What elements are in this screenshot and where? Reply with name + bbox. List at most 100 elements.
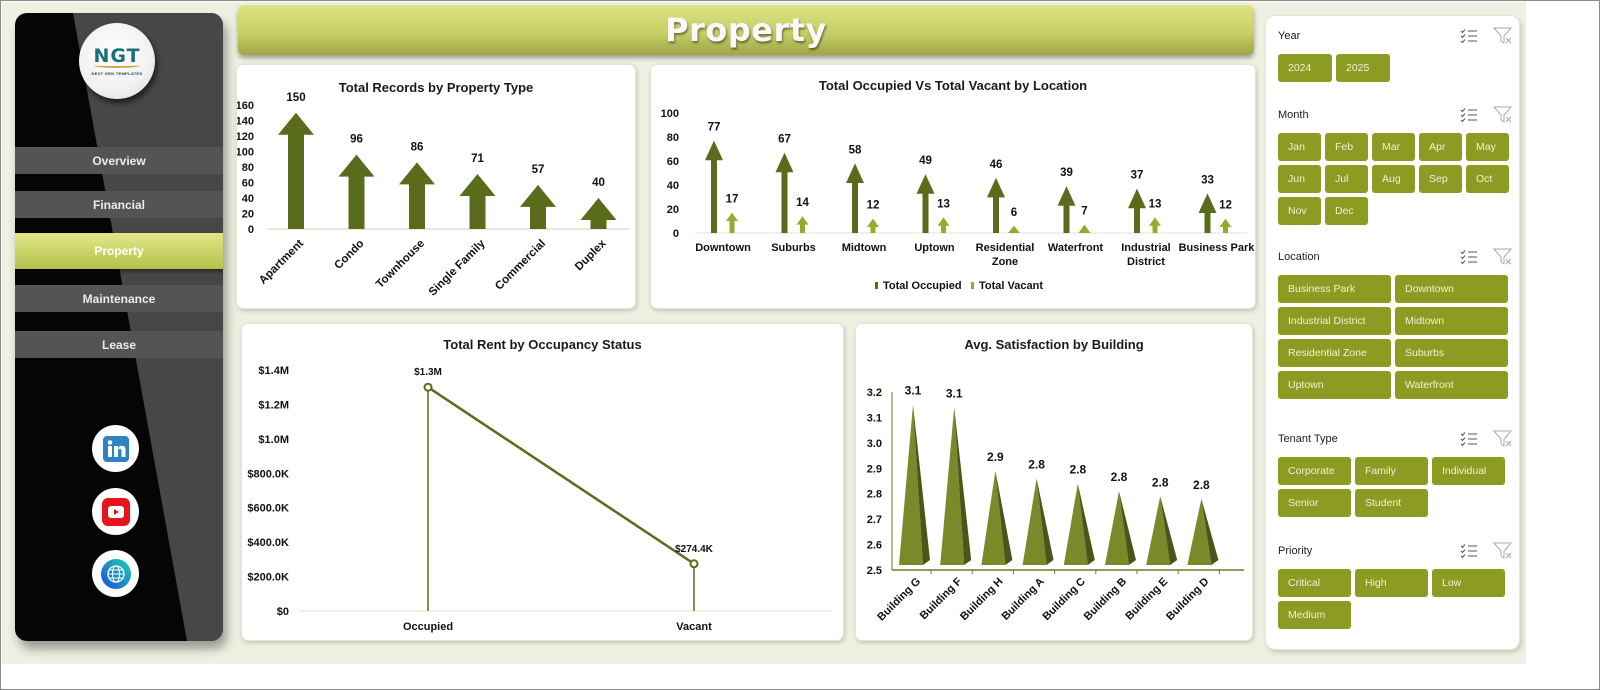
svg-text:100: 100 <box>237 147 254 159</box>
multi-select-icon[interactable] <box>1458 542 1480 560</box>
chip-list: 2024 2025 <box>1278 54 1514 82</box>
filter-clear-icon[interactable] <box>1492 542 1514 560</box>
svg-text:80: 80 <box>242 162 254 174</box>
svg-text:77: 77 <box>708 122 721 134</box>
svg-text:Zone: Zone <box>992 256 1018 268</box>
filter-chip-business-park[interactable]: Business Park <box>1278 275 1391 303</box>
filter-chip-feb[interactable]: Feb <box>1325 133 1368 161</box>
filter-label: Month <box>1278 109 1309 121</box>
filter-label: Priority <box>1278 545 1313 557</box>
filter-chip-waterfront[interactable]: Waterfront <box>1395 371 1508 399</box>
svg-text:Midtown: Midtown <box>842 242 887 254</box>
filter-chip-aug[interactable]: Aug <box>1372 165 1415 193</box>
svg-text:$800.0K: $800.0K <box>247 468 289 480</box>
page-header: Property <box>238 5 1254 55</box>
filter-group-priority: Priority Critical High Low Medium <box>1278 541 1514 629</box>
svg-text:7: 7 <box>1081 206 1087 218</box>
filter-chip-dec[interactable]: Dec <box>1325 197 1368 225</box>
filter-label: Location <box>1278 251 1320 263</box>
filter-chip-low[interactable]: Low <box>1432 569 1505 597</box>
filter-chip-may[interactable]: May <box>1466 133 1509 161</box>
filter-chip-jan[interactable]: Jan <box>1278 133 1321 161</box>
nav-property[interactable]: Property <box>15 233 223 269</box>
svg-text:160: 160 <box>237 100 254 112</box>
filter-chip-nov[interactable]: Nov <box>1278 197 1321 225</box>
multi-select-icon[interactable] <box>1458 248 1480 266</box>
filter-chip-uptown[interactable]: Uptown <box>1278 371 1391 399</box>
filter-chip-jun[interactable]: Jun <box>1278 165 1321 193</box>
svg-text:Duplex: Duplex <box>573 237 609 273</box>
filter-chip-2024[interactable]: 2024 <box>1278 54 1332 82</box>
svg-text:Building E: Building E <box>1123 576 1170 623</box>
svg-text:2.8: 2.8 <box>1028 457 1045 471</box>
youtube-button[interactable] <box>92 488 139 535</box>
svg-text:120: 120 <box>237 131 254 143</box>
filter-chip-2025[interactable]: 2025 <box>1336 54 1390 82</box>
filter-chip-family[interactable]: Family <box>1355 457 1428 485</box>
filter-chip-senior[interactable]: Senior <box>1278 489 1351 517</box>
svg-text:2.9: 2.9 <box>867 463 882 475</box>
svg-text:71: 71 <box>471 153 484 165</box>
svg-text:13: 13 <box>1149 198 1162 210</box>
svg-text:2.8: 2.8 <box>1193 478 1210 492</box>
filter-chip-critical[interactable]: Critical <box>1278 569 1351 597</box>
svg-text:$274.4K: $274.4K <box>675 544 714 555</box>
multi-select-icon[interactable] <box>1458 27 1480 45</box>
filter-clear-icon[interactable] <box>1492 430 1514 448</box>
filter-chip-medium[interactable]: Medium <box>1278 601 1351 629</box>
nav-overview[interactable]: Overview <box>15 147 223 174</box>
svg-text:Residential: Residential <box>976 242 1035 254</box>
svg-text:3.1: 3.1 <box>905 384 922 398</box>
filter-chip-midtown[interactable]: Midtown <box>1395 307 1508 335</box>
multi-select-icon[interactable] <box>1458 430 1480 448</box>
svg-text:39: 39 <box>1060 167 1073 179</box>
filter-chip-sep[interactable]: Sep <box>1419 165 1462 193</box>
nav-financial[interactable]: Financial <box>15 191 223 218</box>
svg-text:57: 57 <box>532 164 545 176</box>
filter-chip-oct[interactable]: Oct <box>1466 165 1509 193</box>
svg-text:Building A: Building A <box>1000 576 1047 623</box>
chip-list: Jan Feb Mar Apr May Jun Jul Aug Sep Oct Nov Dec <box>1278 133 1514 225</box>
filter-chip-downtown[interactable]: Downtown <box>1395 275 1508 303</box>
svg-text:58: 58 <box>849 144 862 156</box>
multi-select-icon[interactable] <box>1458 106 1480 124</box>
svg-text:150: 150 <box>286 92 305 104</box>
svg-text:Building B: Building B <box>1082 576 1129 623</box>
chart-title: Total Rent by Occupancy Status <box>443 337 642 352</box>
svg-text:40: 40 <box>592 177 605 189</box>
svg-text:96: 96 <box>350 134 363 146</box>
svg-text:6: 6 <box>1011 207 1017 219</box>
filter-chip-high[interactable]: High <box>1355 569 1428 597</box>
filter-clear-icon[interactable] <box>1492 27 1514 45</box>
filter-chip-student[interactable]: Student <box>1355 489 1428 517</box>
filter-group-year: Year 2024 2025 <box>1278 26 1514 82</box>
nav-maintenance[interactable]: Maintenance <box>15 285 223 312</box>
svg-text:$400.0K: $400.0K <box>247 537 289 549</box>
filter-clear-icon[interactable] <box>1492 106 1514 124</box>
chip-list: Corporate Family Individual Senior Student <box>1278 457 1514 517</box>
logo-subtitle: NEXT GEN TEMPLATES <box>91 71 143 76</box>
svg-text:Building H: Building H <box>958 576 1005 623</box>
filter-chip-jul[interactable]: Jul <box>1325 165 1368 193</box>
chart-rent-by-status: Total Rent by Occupancy Status $0 $200.0K… <box>241 323 844 641</box>
website-button[interactable] <box>92 550 139 597</box>
filter-chip-apr[interactable]: Apr <box>1419 133 1462 161</box>
linkedin-button[interactable] <box>92 425 139 472</box>
svg-text:Waterfront: Waterfront <box>1048 242 1104 254</box>
nav-lease[interactable]: Lease <box>15 331 223 358</box>
filter-chip-residential-zone[interactable]: Residential Zone <box>1278 339 1391 367</box>
svg-text:13: 13 <box>937 198 950 210</box>
chip-list: Critical High Low Medium <box>1278 569 1514 629</box>
filter-chip-corporate[interactable]: Corporate <box>1278 457 1351 485</box>
filter-clear-icon[interactable] <box>1492 248 1514 266</box>
satisfaction-pyramid-chart: 2.5 2.6 2.7 2.8 2.9 3.0 3.1 3.2 3.1 Building G 3.1… <box>867 384 1244 623</box>
filter-chip-individual[interactable]: Individual <box>1432 457 1505 485</box>
filter-chip-suburbs[interactable]: Suburbs <box>1395 339 1508 367</box>
occupancy-bar-chart: 0204060801007717Downtown6714Suburbs5812M… <box>661 108 1256 292</box>
filter-panel: Year 2024 2025 Month Jan Feb Mar Apr May Jun Ju… <box>1265 15 1520 650</box>
chart-records-by-type: Total Records by Property Type 0 20 40 60 80… <box>236 64 636 309</box>
svg-text:$0: $0 <box>277 606 289 618</box>
filter-chip-industrial-district[interactable]: Industrial District <box>1278 307 1391 335</box>
filter-chip-mar[interactable]: Mar <box>1372 133 1415 161</box>
